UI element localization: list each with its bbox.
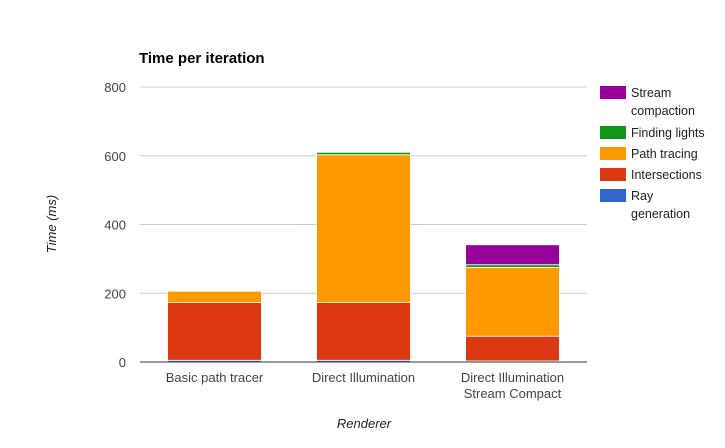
y-tick-label: 400 (104, 218, 126, 233)
bar-segment-finding-lights (316, 151, 411, 156)
x-tick-label: Basic path tracer (166, 370, 264, 385)
y-tick-label: 200 (104, 286, 126, 301)
x-axis-ticks: Basic path tracer Direct Illumination Dire… (166, 370, 564, 401)
x-axis-title: Renderer (337, 416, 392, 431)
legend-label: Ray (631, 189, 654, 203)
y-tick-label: 0 (119, 355, 126, 370)
bar-segment-path-tracing (167, 290, 262, 303)
y-tick-label: 800 (104, 80, 126, 95)
y-tick-label: 600 (104, 149, 126, 164)
x-tick-label: Direct Illumination (312, 370, 415, 385)
bar-segment-intersections (316, 302, 411, 361)
bar-segment-intersections (465, 335, 560, 362)
legend-swatch (600, 86, 626, 99)
legend-label: compaction (631, 104, 695, 118)
y-axis-ticks: 0 200 400 600 800 (104, 80, 126, 370)
bars (167, 151, 560, 363)
chart-title: Time per iteration (139, 50, 265, 67)
legend-label: Finding lights (631, 126, 705, 140)
bar-segment-intersections (167, 302, 262, 361)
bar-segment-path-tracing (316, 154, 411, 303)
bar-segment-path-tracing (465, 267, 560, 337)
legend-label: Path tracing (631, 147, 698, 161)
legend-label: Stream (631, 86, 671, 100)
legend-swatch (600, 168, 626, 181)
legend: Stream compaction Finding lights Path traci… (600, 86, 705, 221)
bar-segment-stream-compaction (465, 244, 560, 266)
y-axis-title: Time (ms) (44, 195, 59, 253)
legend-label: Intersections (631, 168, 702, 182)
legend-swatch (600, 126, 626, 139)
legend-swatch (600, 189, 626, 202)
bar-segment-finding-lights (465, 264, 560, 268)
bar-segment-finding-lights (167, 290, 262, 292)
x-tick-label: Stream Compact (464, 386, 562, 401)
legend-label: generation (631, 207, 690, 221)
legend-swatch (600, 147, 626, 160)
x-tick-label: Direct Illumination (461, 370, 564, 385)
